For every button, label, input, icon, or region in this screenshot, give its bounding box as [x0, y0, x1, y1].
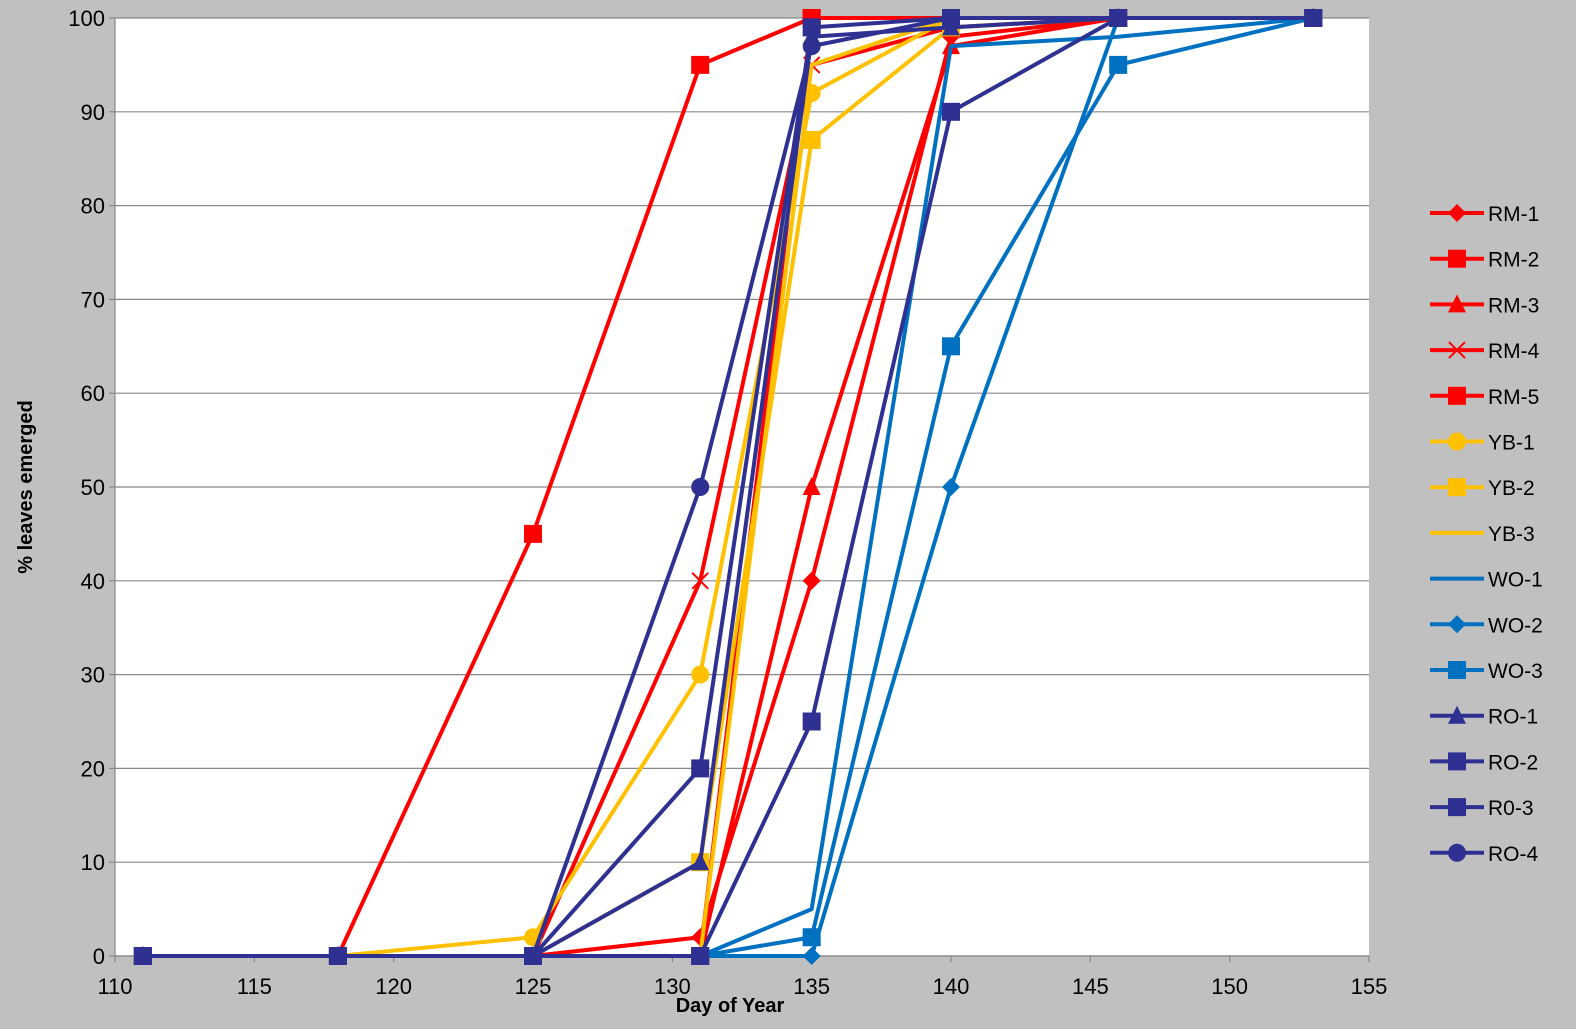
data-point: [1109, 55, 1128, 74]
legend-item-YB-3: YB-3: [1430, 523, 1535, 546]
x-tick-label: 110: [97, 974, 132, 999]
data-point: [942, 478, 960, 496]
y-tick-label: 60: [81, 381, 105, 406]
data-point: [691, 852, 710, 871]
y-tick-label: 70: [81, 287, 105, 312]
legend-label: R0-3: [1488, 797, 1534, 820]
data-point: [524, 524, 542, 543]
legend-marker: [1448, 615, 1466, 634]
legend-label: YB-2: [1488, 477, 1535, 500]
y-tick-label: 90: [81, 100, 105, 125]
y-axis-title: % leaves emerged: [15, 400, 37, 573]
legend-marker: [1448, 249, 1466, 268]
data-point: [691, 55, 710, 74]
legend-marker: [1448, 432, 1466, 451]
data-point: [524, 947, 542, 965]
series-lines: [133, 8, 1323, 965]
x-tick-label: 145: [1072, 974, 1109, 999]
data-point: [942, 9, 960, 27]
legend-item-YB-2: YB-2: [1430, 477, 1535, 500]
legend-item-WO-1: WO-1: [1430, 569, 1543, 592]
legend-item-RM-3: RM-3: [1430, 294, 1539, 317]
legend-marker: [1448, 752, 1466, 771]
legend-marker: [1448, 843, 1466, 862]
legend-marker: [1448, 478, 1466, 497]
y-tick-label: 0: [93, 944, 105, 969]
legend-marker: [1448, 386, 1466, 405]
legend-item-RM-2: RM-2: [1430, 249, 1539, 272]
legend-marker: [1448, 705, 1466, 724]
x-tick-label: 135: [793, 974, 830, 999]
data-point: [691, 572, 709, 590]
legend-item-RM-5: RM-5: [1430, 386, 1539, 409]
data-point: [942, 102, 960, 121]
legend-label: WO-1: [1488, 569, 1543, 592]
legend-marker: [1448, 294, 1466, 313]
series-RO-4: [133, 9, 1323, 965]
legend-label: WO-2: [1488, 614, 1543, 637]
y-tick-label: 20: [81, 756, 105, 781]
legend-item-WO-2: WO-2: [1430, 614, 1543, 637]
data-point: [691, 947, 710, 965]
legend-item-WO-3: WO-3: [1430, 660, 1543, 683]
legend-item-RO-4: RO-4: [1430, 843, 1538, 866]
y-tick-label: 10: [81, 850, 105, 875]
y-tick-label: 80: [81, 194, 105, 219]
data-point: [802, 37, 821, 56]
legend-item-RO-2: RO-2: [1430, 751, 1538, 774]
y-tick-label: 100: [68, 6, 105, 31]
data-point: [691, 478, 710, 496]
legend-label: RM-1: [1488, 203, 1539, 226]
x-tick-label: 120: [375, 974, 412, 999]
legend-marker: [1448, 204, 1466, 222]
data-point: [691, 759, 710, 778]
y-tick-label: 50: [81, 475, 105, 500]
data-point: [802, 712, 821, 731]
data-point: [942, 337, 960, 356]
data-point: [802, 947, 821, 965]
legend-label: RM-4: [1488, 340, 1540, 363]
x-tick-label: 155: [1351, 974, 1388, 999]
legend-item-RM-4: RM-4: [1430, 340, 1540, 363]
legend-item-YB-1: YB-1: [1430, 432, 1535, 455]
x-tick-label: 150: [1211, 974, 1248, 999]
data-point: [328, 947, 347, 965]
y-tick-label: 30: [81, 663, 105, 688]
x-tick-label: 115: [237, 974, 272, 999]
data-point: [802, 571, 821, 590]
legend-item-R0-3: R0-3: [1430, 797, 1534, 820]
legend-marker: [1448, 798, 1466, 817]
legend-label: WO-3: [1488, 660, 1543, 683]
data-point: [133, 947, 152, 965]
legend-item-RM-1: RM-1: [1430, 203, 1539, 226]
data-point: [1109, 9, 1128, 27]
data-point: [802, 18, 821, 37]
legend-label: RO-1: [1488, 706, 1538, 729]
legend-label: RO-2: [1488, 751, 1538, 774]
y-tick-label: 40: [81, 569, 105, 594]
legend-label: YB-1: [1488, 432, 1535, 455]
legend: RM-1 RM-2 RM-3 RM-4 RM-5 YB-1 YB-2 YB-3 WO-1 WO-2…: [1430, 203, 1543, 866]
data-point: [802, 928, 821, 947]
x-axis-title: Day of Year: [676, 995, 785, 1017]
data-point: [802, 477, 821, 495]
legend-label: YB-3: [1488, 523, 1535, 546]
legend-label: RM-5: [1488, 386, 1539, 409]
legend-label: RM-3: [1488, 294, 1539, 317]
series-line: [142, 16, 1314, 958]
x-tick-label: 130: [654, 974, 691, 999]
legend-marker: [1448, 341, 1466, 359]
legend-marker: [1448, 661, 1466, 679]
legend-label: RO-4: [1488, 843, 1538, 866]
x-tick-label: 140: [933, 974, 970, 999]
legend-item-RO-1: RO-1: [1430, 705, 1538, 729]
data-point: [1304, 9, 1323, 27]
data-point: [802, 130, 821, 149]
data-point: [691, 665, 710, 684]
x-tick-label: 125: [515, 974, 552, 999]
legend-label: RM-2: [1488, 249, 1539, 272]
